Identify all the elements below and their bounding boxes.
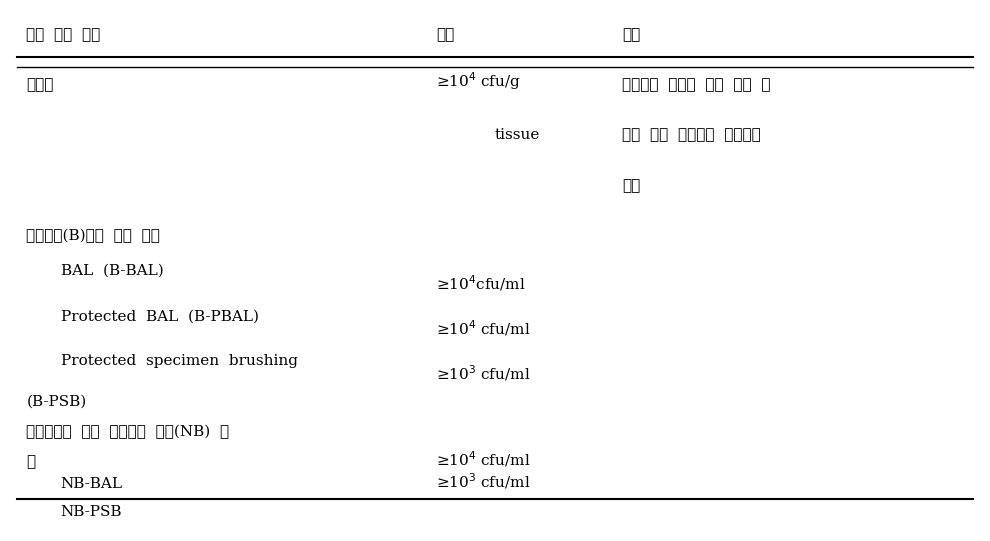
Text: 체: 체 (27, 455, 36, 469)
Text: 결과: 결과 (437, 28, 454, 42)
Text: (B-PSB): (B-PSB) (27, 394, 87, 408)
Text: 기관지경이  아닌  방법으로  얻은(NB)  검: 기관지경이 아닌 방법으로 얻은(NB) 검 (27, 425, 230, 439)
Text: ≥10$^{4}$ cfu/ml: ≥10$^{4}$ cfu/ml (437, 449, 531, 469)
Text: ≥10$^{4}$ cfu/g: ≥10$^{4}$ cfu/g (437, 70, 522, 93)
Text: ≥10$^{4}$ cfu/ml: ≥10$^{4}$ cfu/ml (437, 319, 531, 338)
Text: ≥10$^{3}$ cfu/ml: ≥10$^{3}$ cfu/ml (437, 472, 531, 491)
Text: 검체  채집  방법: 검체 채집 방법 (27, 28, 101, 42)
Text: 검체: 검체 (622, 179, 641, 193)
Text: 개흉생검  검체와  사후  즉시  경: 개흉생검 검체와 사후 즉시 경 (622, 78, 770, 93)
Text: ≥10$^{3}$ cfu/ml: ≥10$^{3}$ cfu/ml (437, 364, 531, 384)
Text: 기관지경(B)으로  얻은  검체: 기관지경(B)으로 얻은 검체 (27, 229, 160, 243)
Text: NB-PSB: NB-PSB (60, 505, 122, 519)
Text: NB-BAL: NB-BAL (60, 477, 123, 491)
Text: 흉부  또는  경기관지  조직검사: 흉부 또는 경기관지 조직검사 (622, 128, 760, 142)
Text: tissue: tissue (495, 128, 541, 142)
Text: ≥10$^{4}$cfu/ml: ≥10$^{4}$cfu/ml (437, 273, 526, 293)
Text: BAL  (B-BAL): BAL (B-BAL) (60, 264, 163, 278)
Text: Protected  specimen  brushing: Protected specimen brushing (60, 354, 298, 368)
Text: Protected  BAL  (B-PBAL): Protected BAL (B-PBAL) (60, 309, 258, 323)
Text: 비고: 비고 (622, 28, 641, 42)
Text: 폐실질: 폐실질 (27, 78, 53, 93)
